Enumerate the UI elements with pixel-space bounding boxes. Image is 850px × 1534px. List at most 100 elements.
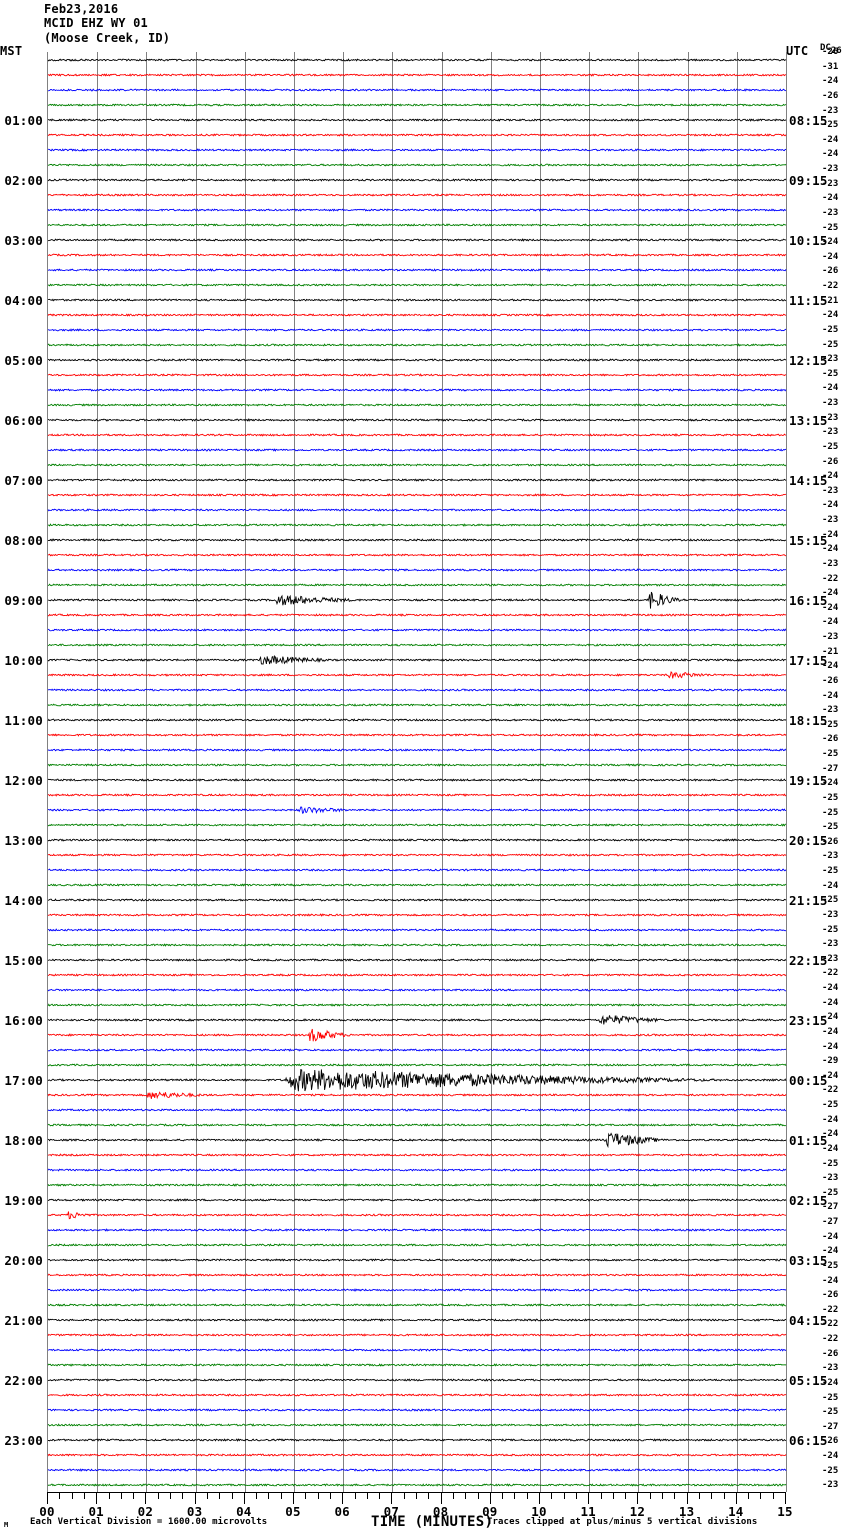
gridline-minute-11 [589,52,591,1492]
trace-row-20 [47,357,787,362]
trace-path [47,1210,787,1219]
trace-path [47,1197,787,1202]
dc-offset-value: -23 [822,939,839,950]
trace-path [47,1131,787,1148]
x-tick-minor [403,1492,405,1499]
utc-hour-label: 20:15 [789,832,828,848]
dc-offset-value: -24 [822,661,839,672]
right-axis-label: UTC [786,44,809,58]
gridline-minute-8 [441,52,443,1492]
x-tick-minor [305,1492,307,1499]
trace-path [47,1002,787,1007]
dc-offset-value: -23 [822,851,839,862]
trace-path [47,1452,787,1457]
trace-path [47,1028,787,1041]
trace-path [47,1257,787,1262]
trace-row-18 [47,327,787,332]
trace-path [47,1167,787,1172]
trace-row-23 [47,402,787,407]
trace-path [47,357,787,362]
trace-path [47,57,787,62]
x-tick-minor [280,1492,282,1499]
trace-row-78 [47,1227,787,1232]
dc-offset-value: -25 [822,222,839,233]
dc-offset-value: -26 [822,90,839,101]
x-tick-minor [514,1492,516,1499]
dc-offset-value: -24 [822,1231,839,1242]
helicorder-plot[interactable] [47,52,787,1492]
trace-path [47,1272,787,1277]
trace-path [47,177,787,182]
dc-offset-value: -23 [822,515,839,526]
header-date: Feb23,2016 [44,2,119,16]
trace-row-4 [47,117,787,122]
dc-offset-value: -23 [822,354,839,365]
x-axis-tick-labels: 00 01 02 03 04 05 06 07 08 09 10 11 12 13 14 15 [0,1504,850,1520]
utc-hour-label: 12:15 [789,352,828,368]
trace-row-1 [47,72,787,77]
dc-offset-value: -22 [822,1085,839,1096]
dc-offset-value: -24 [822,1143,839,1154]
trace-row-35 [47,582,787,587]
x-tick-minor [698,1492,700,1499]
x-tick-major [194,1492,196,1504]
dc-offset-value: -24 [822,997,839,1008]
trace-row-67 [47,1062,787,1067]
x-tick-label: 04 [236,1504,252,1519]
x-tick-major [391,1492,393,1504]
trace-row-64 [47,1014,787,1024]
dc-offset-value: -24 [822,1275,839,1286]
x-tick-minor [551,1492,553,1499]
dc-offset-value: -24 [822,383,839,394]
dc-offset-value: -24 [822,251,839,262]
dc-offset-value: -23 [822,105,839,116]
utc-hour-label: 05:15 [789,1372,828,1388]
trace-path [47,717,787,722]
trace-row-12 [47,237,787,242]
trace-row-32 [47,537,787,542]
x-axis-title: TIME (MINUTES) [371,1514,494,1530]
trace-path [47,537,787,542]
mst-hour-label: 01:00 [4,112,43,128]
dc-offset-value: -25 [822,1187,839,1198]
x-tick-minor [59,1492,61,1499]
trace-row-57 [47,912,787,917]
trace-row-72 [47,1131,787,1148]
trace-path [47,1062,787,1067]
x-tick-minor [256,1492,258,1499]
utc-hour-label: 06:15 [789,1432,828,1448]
x-tick-label: 02 [137,1504,154,1519]
x-tick-minor [600,1492,602,1499]
utc-hour-label: 17:15 [789,652,828,668]
dc-offset-value: -22 [822,573,839,584]
trace-row-74 [47,1167,787,1172]
trace-row-15 [47,282,787,287]
dc-offset-value: -29 [822,1056,839,1067]
dc-offset-value: -23 [822,178,839,189]
trace-path [47,1090,787,1099]
trace-row-86 [47,1347,787,1352]
trace-path [47,927,787,932]
mst-hour-label: 22:00 [4,1372,43,1388]
trace-row-19 [47,342,787,347]
dc-offset-value: -24 [822,1114,839,1125]
dc-offset-value: -24 [822,500,839,511]
dc-offset-value: -22 [822,281,839,292]
trace-path [47,342,787,347]
footer-scale-note: Each Vertical Division = 1600.00 microvo… [30,1517,268,1527]
dc-offset-value: -25 [822,792,839,803]
trace-path [47,297,787,302]
trace-path [47,972,787,977]
trace-path [47,582,787,587]
trace-path [47,762,787,767]
dc-offset-value: -24 [822,690,839,701]
dc-offset-value: -23 [822,398,839,409]
trace-row-89 [47,1392,787,1397]
x-tick-label: 11 [580,1504,596,1519]
x-tick-label: 00 [39,1504,55,1519]
trace-row-16 [47,297,787,302]
trace-path [47,591,787,609]
trace-row-71 [47,1122,787,1127]
dc-offset-value: -23 [822,1480,839,1491]
x-tick-minor [612,1492,614,1499]
